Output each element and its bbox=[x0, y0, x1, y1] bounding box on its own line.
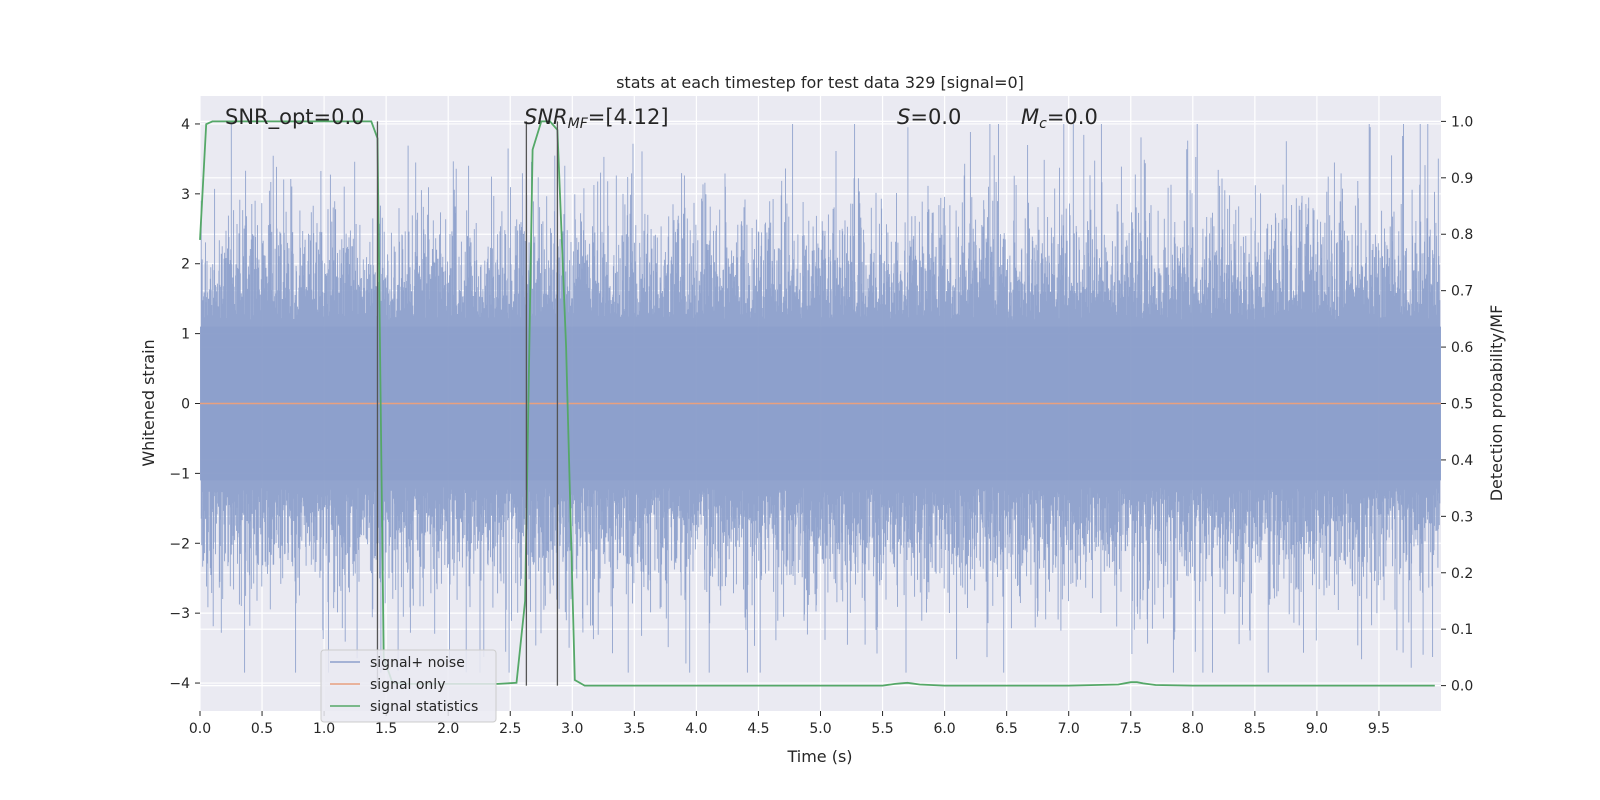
mc-symbol: M bbox=[1021, 105, 1039, 129]
x-tick-label: 2.0 bbox=[437, 721, 459, 737]
y2-tick-label: 0.1 bbox=[1451, 622, 1473, 638]
y-tick-label: −3 bbox=[169, 606, 190, 622]
legend-label-signal-plus-noise: signal+ noise bbox=[370, 655, 465, 671]
y2-axis-ticks: 1.0 0.9 0.8 0.7 0.6 0.5 0.4 0.3 0.2 0.1 0.0 bbox=[1441, 114, 1473, 695]
y-tick-label: −1 bbox=[169, 466, 190, 482]
y2-tick-label: 0.3 bbox=[1451, 509, 1473, 525]
mc-subscript: c bbox=[1039, 116, 1047, 132]
x-tick-label: 1.5 bbox=[375, 721, 397, 737]
x-tick-label: 4.5 bbox=[747, 721, 769, 737]
x-tick-label: 3.5 bbox=[623, 721, 645, 737]
y2-tick-label: 0.6 bbox=[1451, 340, 1473, 356]
y-tick-label: 2 bbox=[181, 257, 190, 273]
x-tick-label: 2.5 bbox=[499, 721, 521, 737]
signal-statistics-line bbox=[199, 120, 1435, 687]
x-tick-label: 5.0 bbox=[809, 721, 831, 737]
y-tick-label: 3 bbox=[181, 187, 190, 203]
x-tick-label: 1.0 bbox=[313, 721, 335, 737]
s-symbol: S bbox=[897, 105, 910, 129]
annotation-snr-mf: SNRMF=[4.12] bbox=[524, 105, 669, 132]
s-value: =0.0 bbox=[910, 105, 961, 129]
y-axis-ticks: 4 3 2 1 0 −1 −2 −3 −4 bbox=[169, 117, 200, 692]
annotation-mc: Mc=0.0 bbox=[1021, 105, 1098, 132]
chart-title: stats at each timestep for test data 329… bbox=[616, 73, 1024, 92]
snr-mf-value: =[4.12] bbox=[588, 105, 669, 129]
y2-tick-label: 0.5 bbox=[1451, 397, 1473, 413]
x-tick-label: 8.0 bbox=[1182, 721, 1204, 737]
x-tick-label: 3.0 bbox=[561, 721, 583, 737]
y2-tick-label: 0.0 bbox=[1451, 679, 1473, 695]
legend-label-signal-statistics: signal statistics bbox=[370, 699, 478, 715]
x-axis-label: Time (s) bbox=[786, 747, 852, 766]
annotation-snr-opt: SNR_opt=0.0 bbox=[225, 105, 365, 130]
x-tick-label: 6.0 bbox=[933, 721, 955, 737]
y2-tick-label: 0.9 bbox=[1451, 171, 1473, 187]
legend: signal+ noise signal only signal statist… bbox=[320, 649, 497, 723]
y2-tick-label: 1.0 bbox=[1451, 114, 1473, 130]
y-axis-label: Whitened strain bbox=[139, 339, 158, 466]
vertical-markers bbox=[376, 121, 559, 686]
y-tick-label: 0 bbox=[181, 397, 190, 413]
y-tick-label: −4 bbox=[169, 676, 190, 692]
y2-tick-label: 0.2 bbox=[1451, 566, 1473, 582]
annotation-s: S=0.0 bbox=[897, 105, 961, 129]
x-tick-label: 0.5 bbox=[251, 721, 273, 737]
y-tick-label: 1 bbox=[181, 327, 190, 343]
snr-mf-subscript: MF bbox=[568, 116, 589, 132]
x-tick-label: 8.5 bbox=[1244, 721, 1266, 737]
mc-value: =0.0 bbox=[1047, 105, 1098, 129]
x-tick-label: 9.5 bbox=[1368, 721, 1390, 737]
x-tick-label: 0.0 bbox=[189, 721, 211, 737]
x-tick-label: 5.5 bbox=[871, 721, 893, 737]
x-axis-ticks: 0.0 0.5 1.0 1.5 2.0 2.5 3.0 3.5 4.0 4.5 5.0 5.5 6.0 6… bbox=[189, 711, 1390, 737]
x-tick-label: 9.0 bbox=[1306, 721, 1328, 737]
y2-tick-label: 0.4 bbox=[1451, 453, 1473, 469]
y2-tick-label: 0.8 bbox=[1451, 227, 1473, 243]
y2-tick-label: 0.7 bbox=[1451, 284, 1473, 300]
x-tick-label: 7.5 bbox=[1120, 721, 1142, 737]
legend-box bbox=[320, 649, 497, 723]
y-tick-label: 4 bbox=[181, 117, 190, 133]
x-tick-label: 4.0 bbox=[685, 721, 707, 737]
snr-mf-symbol: SNR bbox=[524, 105, 568, 129]
y2-axis-label: Detection probability/MF bbox=[1487, 305, 1506, 502]
x-tick-label: 7.0 bbox=[1058, 721, 1080, 737]
x-tick-label: 6.5 bbox=[996, 721, 1018, 737]
legend-label-signal-only: signal only bbox=[370, 677, 445, 693]
signal-statistics-series bbox=[199, 120, 1435, 687]
y-tick-label: −2 bbox=[169, 536, 190, 552]
